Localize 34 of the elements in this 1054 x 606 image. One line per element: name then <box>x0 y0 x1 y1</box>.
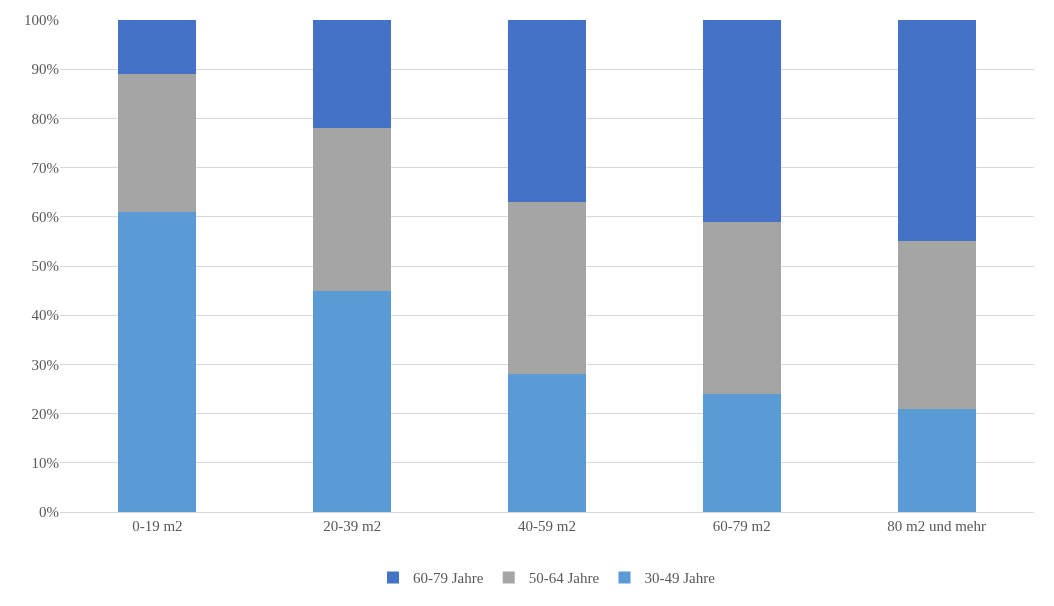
bar <box>118 20 197 75</box>
bar <box>702 20 781 222</box>
legend-label: 60-79 Jahre <box>413 570 484 587</box>
x-tick-label: 60-79 m2 <box>712 518 771 534</box>
y-tick-label: 30% <box>31 356 59 373</box>
x-tick-label: 40-59 m2 <box>518 518 576 534</box>
bar <box>508 202 586 375</box>
bar <box>508 374 586 512</box>
bar <box>118 74 197 212</box>
y-tick-label: 100% <box>24 12 59 29</box>
bar <box>508 20 586 203</box>
bar <box>897 20 976 242</box>
x-tick-label: 20-39 m2 <box>323 518 382 534</box>
y-tick-label: 0% <box>39 504 59 521</box>
y-tick-label: 40% <box>31 307 59 324</box>
bar <box>897 241 976 409</box>
y-tick-label: 80% <box>31 110 59 127</box>
y-tick-label: 90% <box>31 61 59 78</box>
bar <box>313 128 392 291</box>
bar <box>702 221 781 394</box>
y-tick-label: 20% <box>31 405 59 422</box>
y-tick-label: 50% <box>31 258 59 275</box>
x-tick-label: 0-19 m2 <box>132 518 183 534</box>
legend-label: 30-49 Jahre <box>644 570 716 587</box>
y-tick-label: 70% <box>31 159 59 176</box>
bar <box>118 211 197 512</box>
bar <box>702 393 781 512</box>
legend-label: 50-64 Jahre <box>528 570 600 587</box>
bar <box>897 408 976 512</box>
x-tick-label: 80 m2 und mehr <box>887 518 986 534</box>
bar <box>313 20 392 129</box>
bar <box>313 290 392 512</box>
y-tick-label: 60% <box>31 209 59 226</box>
y-tick-label: 10% <box>31 455 59 472</box>
